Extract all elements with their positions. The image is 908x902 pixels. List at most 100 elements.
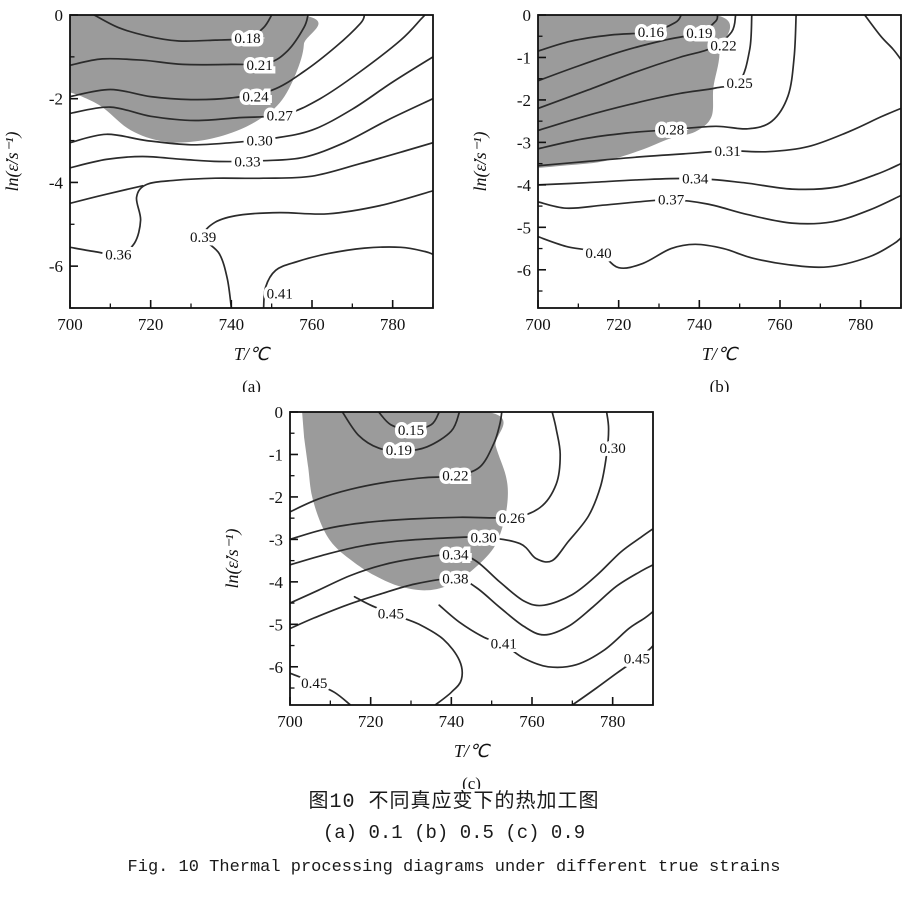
caption-english: Fig. 10 Thermal processing diagrams unde… (127, 858, 781, 877)
y-tick-label: -2 (269, 488, 283, 507)
contour-line-0.33 (70, 97, 433, 169)
contour-lines (290, 412, 653, 705)
contour-line-0.19 (341, 412, 461, 452)
contour-label: 0.18 (234, 31, 260, 47)
contour-line-0.25 (538, 15, 753, 132)
y-tick-label: -6 (49, 257, 63, 276)
y-tick-label: -3 (269, 530, 283, 549)
contour-line-unlabeled (70, 184, 144, 205)
panel-b: 0.16 0.19 0.22 0.25 0.28 0.31 0.34 0.37 0.40 700 7… (468, 0, 908, 396)
y-axis-title: ln(ε̇/s⁻¹) (2, 132, 23, 192)
contour-line-0.45 (571, 644, 653, 705)
contour-label: 0.41 (491, 636, 517, 652)
contour-lines (70, 15, 433, 308)
x-tick-label: 780 (848, 315, 874, 334)
contour-line-0.28 (538, 15, 797, 150)
contour-line-0.31 (538, 107, 901, 167)
instability-region (302, 412, 508, 591)
panel-c: 0.15 0.19 0.22 0.26 0.30 0.30 0.34 0.38 0.45 0.41… (220, 397, 674, 793)
contour-line-0.41 (262, 246, 433, 308)
contour-label: 0.34 (442, 547, 469, 563)
x-axis-title: T/℃ (454, 741, 491, 761)
contour-label: 0.36 (105, 247, 132, 263)
contour-label: 0.22 (442, 469, 468, 485)
x-axis-title: T/℃ (234, 344, 271, 364)
panel-tag: (a) (242, 377, 261, 392)
x-axis: 700 720 740 760 780 (277, 697, 654, 731)
contour-label: 0.45 (378, 607, 404, 623)
y-tick-label: 0 (523, 6, 532, 25)
contour-line-unlabeled (863, 15, 901, 61)
y-tick-label: -4 (517, 176, 532, 195)
contour-line-0.41 (438, 604, 653, 669)
panel-a: 0.18 0.21 0.24 0.27 0.30 0.33 0.36 0.39 0.41 700 7… (0, 0, 454, 396)
caption-chinese: 图10 不同真应变下的热加工图 (308, 791, 600, 814)
contour-label: 0.30 (470, 530, 496, 546)
contour-label: 0.22 (710, 39, 736, 55)
contour-label: 0.25 (727, 76, 753, 92)
contour-label: 0.30 (600, 441, 626, 457)
panel-tag: (b) (710, 377, 730, 392)
contour-line-0.37 (538, 194, 901, 225)
y-axis: 0 -1 -2 -3 -4 -5 -6 (269, 403, 298, 689)
contour-line-0.45 (290, 672, 352, 705)
contour-line-0.27 (70, 15, 426, 122)
y-axis: 0 -2 -4 -6 (49, 6, 78, 309)
contour-line-0.38 (290, 564, 653, 636)
contour-label: 0.19 (386, 443, 412, 459)
contour-line-0.22 (290, 412, 503, 513)
contour-label: 0.28 (658, 123, 684, 139)
contour-line-0.30 (70, 56, 433, 146)
y-axis-title: ln(ε̇/s⁻¹) (222, 529, 243, 589)
y-tick-label: -3 (517, 133, 531, 152)
x-axis: 700 720 740 760 780 (57, 300, 434, 334)
y-tick-label: -4 (269, 573, 284, 592)
contour-label: 0.45 (301, 676, 327, 692)
contour-label: 0.34 (682, 171, 709, 187)
contour-line-0.34 (290, 527, 653, 607)
x-tick-label: 760 (299, 315, 325, 334)
x-tick-label: 720 (138, 315, 164, 334)
contour-line-0.30 (290, 412, 610, 566)
contour-labels: 0.16 0.190.22 0.25 0.28 0.31 0.34 0.37 0.40 (582, 21, 756, 265)
contour-plot-(c): 0.150.190.220.260.300.300.340.380.450.41… (222, 403, 654, 793)
axes-box (537, 14, 902, 309)
contour-label: 0.40 (585, 246, 611, 262)
x-tick-label: 740 (219, 315, 245, 334)
contour-line-0.36 (70, 141, 433, 256)
contour-label: 0.15 (398, 423, 424, 439)
y-tick-label: -5 (517, 218, 531, 237)
contour-line-0.45 (353, 595, 464, 705)
contour-labels: 0.18 0.21 0.24 0.27 0.30 0.33 0.36 0.39 0.41 (102, 28, 297, 306)
contour-label: 0.38 (442, 571, 468, 587)
contour-line-0.21 (70, 15, 309, 67)
x-axis: 700 720 740 760 780 (525, 300, 902, 334)
y-axis: 0 -1 -2 -3 -4 -5 -6 (517, 6, 546, 292)
y-tick-label: -1 (517, 48, 531, 67)
x-tick-label: 780 (600, 712, 626, 731)
contour-line-0.40 (538, 235, 901, 270)
instability-region (70, 15, 319, 143)
y-tick-label: -5 (269, 615, 283, 634)
y-axis-title: ln(ε̇/s⁻¹) (470, 132, 491, 192)
contour-label: 0.31 (714, 144, 740, 160)
axes-box (289, 411, 654, 706)
contour-line-0.16 (538, 15, 683, 52)
instability-region (538, 15, 731, 168)
y-tick-label: -2 (49, 90, 63, 109)
contour-line-0.22 (538, 15, 737, 110)
contour-line-0.26 (290, 412, 562, 541)
contour-label: 0.37 (658, 193, 685, 209)
axes-box (69, 14, 434, 309)
contour-line-0.34 (538, 162, 901, 191)
contour-line-0.39 (202, 189, 433, 308)
contour-label: 0.21 (246, 58, 272, 74)
x-tick-label: 700 (525, 315, 551, 334)
y-tick-label: -6 (517, 261, 531, 280)
contour-label: 0.41 (267, 286, 293, 302)
contour-label: 0.26 (499, 511, 526, 527)
contour-line-0.15 (377, 412, 441, 431)
contour-label: 0.33 (234, 155, 260, 171)
